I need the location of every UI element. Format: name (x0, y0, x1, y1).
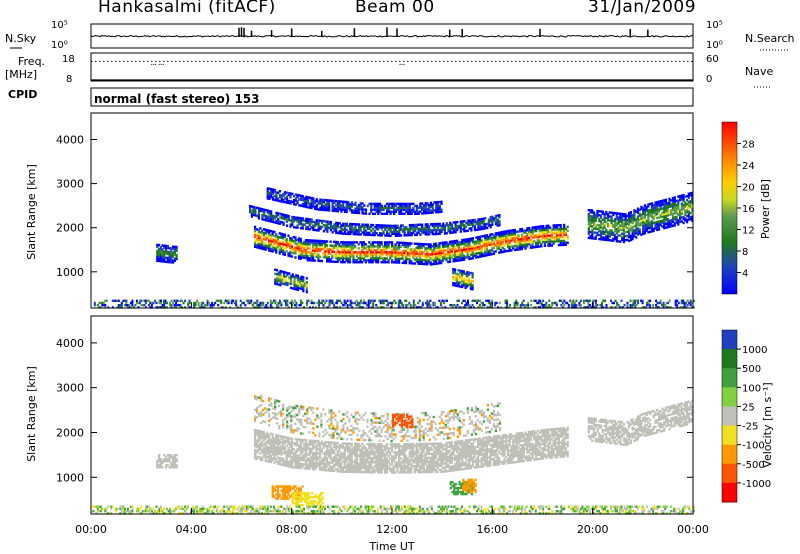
velocity-cb-seg-4 (722, 406, 737, 427)
velocity-cb-tick-2: 100 (742, 383, 761, 394)
power-ytick-label-3: 4000 (56, 133, 84, 146)
velocity-ytick-label-2: 3000 (56, 382, 84, 395)
velocity-cb-seg-0 (722, 330, 737, 350)
nave-label: Nave (745, 65, 773, 78)
power-region-6 (452, 268, 474, 291)
freq-tick-bottom: 8 (66, 74, 72, 85)
power-colorbar: 4 8 12 16 20 24 28 Power [dB] (721, 121, 772, 295)
power-ground-scatter (93, 299, 695, 309)
frequency-series (91, 60, 693, 81)
noise-left-tick-top: 10⁵ (51, 20, 68, 31)
velocity-blob-0 (156, 454, 178, 469)
velocity-cb-tick-0: 1000 (742, 345, 767, 356)
power-region-1 (249, 204, 501, 237)
power-ytick-label-2: 3000 (56, 178, 84, 191)
velocity-cb-seg-8 (722, 482, 737, 503)
velocity-blob-5 (392, 413, 414, 429)
xtick-label-0: 00:00 (75, 523, 107, 536)
cpid-value: normal (fast stereo) 153 (94, 92, 260, 106)
time-xlabel: Time UT (368, 540, 414, 553)
power-cb-tick-0: 4 (742, 269, 748, 280)
velocity-ylabel: Slant Range [km] (25, 366, 38, 462)
beam-title: Beam 00 (355, 0, 435, 17)
velocity-cb-seg-5 (722, 425, 737, 446)
nsky-label: N.Sky (5, 32, 37, 45)
xtick-label-5: 20:00 (577, 523, 609, 536)
power-cb-tick-6: 28 (742, 140, 755, 151)
velocity-blob-4 (462, 478, 477, 494)
power-region-0 (254, 223, 569, 266)
power-region-5 (274, 268, 308, 294)
freq-tick-top: 18 (62, 54, 75, 65)
noise-right-tick-top: 10⁵ (706, 20, 723, 31)
velocity-cb-seg-2 (722, 368, 737, 388)
date-title: 31/Jan/2009 (588, 0, 697, 17)
velocity-ytick-label-0: 1000 (56, 471, 84, 484)
power-cb-tick-4: 20 (742, 183, 755, 194)
xtick-label-3: 12:00 (376, 523, 408, 536)
nave-tick-top: 60 (706, 54, 719, 65)
time-x-axis: 00:00 04:00 08:00 12:00 16:00 20:00 00:00 (75, 302, 709, 536)
power-region-4 (156, 243, 178, 264)
noise-line (90, 34, 694, 38)
velocity-colorbar: 1000 500 100 25 -25 -100 -500 -1000 Velocity [m… (721, 329, 774, 503)
power-scatter (93, 187, 695, 309)
power-region-2 (266, 187, 443, 215)
velocity-cb-tick-5: -100 (742, 441, 765, 452)
power-cb-tick-5: 24 (742, 161, 755, 172)
freq-unit: [MHz] (5, 68, 37, 81)
velocity-colorbar-label-text: Velocity [m s⁻¹] (761, 382, 774, 467)
xtick-label-2: 08:00 (276, 523, 308, 536)
station-title: Hankasalmi (fitACF) (98, 0, 276, 17)
freq-label: Freq. (18, 55, 45, 68)
xtick-label-4: 16:00 (476, 523, 508, 536)
velocity-ytick-label-1: 2000 (56, 426, 84, 439)
frequency-panel: Freq. [MHz] 18 8 60 0 Nave (5, 52, 773, 88)
velocity-cb-tick-6: -500 (742, 460, 765, 471)
velocity-cb-seg-1 (722, 349, 737, 369)
power-cb-tick-1: 8 (742, 247, 748, 258)
noise-left-tick-bottom: 10⁰ (51, 40, 68, 51)
xtick-label-1: 04:00 (175, 523, 207, 536)
noise-panel: N.Sky 10⁵ 10⁰ 10⁵ 10⁰ N.Search (5, 20, 795, 51)
velocity-ytick-label-3: 4000 (56, 337, 84, 350)
velocity-cb-seg-3 (722, 387, 737, 407)
power-panel: 1000 2000 3000 4000 Slant Range [km] 4 8 12 16… (25, 112, 772, 309)
velocity-ground-scatter (92, 505, 695, 515)
velocity-colorbar-label: Velocity [m s⁻¹] (761, 382, 774, 467)
power-cb-tick-3: 16 (742, 204, 755, 215)
power-ylabel: Slant Range [km] (25, 164, 38, 260)
velocity-blob-2 (291, 492, 324, 507)
velocity-gray-band (254, 426, 569, 474)
noise-right-tick-bottom: 10⁰ (706, 40, 723, 51)
power-y-axis: 1000 2000 3000 4000 (56, 133, 693, 279)
cpid-label: CPID (8, 88, 37, 101)
xtick-label-6: 00:00 (677, 523, 709, 536)
power-ytick-label-0: 1000 (56, 266, 84, 279)
velocity-cb-seg-7 (722, 463, 737, 484)
velocity-upper-scatter (254, 394, 502, 443)
cpid-panel: CPID normal (fast stereo) 153 (8, 87, 694, 107)
nsearch-label: N.Search (745, 32, 795, 45)
velocity-cb-tick-7: -1000 (742, 479, 771, 490)
velocity-cb-tick-4: -25 (742, 422, 758, 433)
nave-tick-bottom: 0 (706, 74, 712, 85)
noise-series (90, 27, 694, 38)
velocity-cb-tick-1: 500 (742, 364, 761, 375)
power-ytick-label-1: 2000 (56, 222, 84, 235)
velocity-y-axis: 1000 2000 3000 4000 (56, 337, 693, 484)
velocity-scatter (92, 394, 695, 515)
velocity-cb-seg-6 (722, 444, 737, 465)
velocity-late-scatter (587, 399, 694, 446)
power-cb-tick-2: 12 (742, 226, 755, 237)
velocity-cb-tick-3: 25 (742, 402, 755, 413)
power-region-3 (587, 191, 694, 244)
power-colorbar-label: Power [dB] (759, 179, 772, 239)
